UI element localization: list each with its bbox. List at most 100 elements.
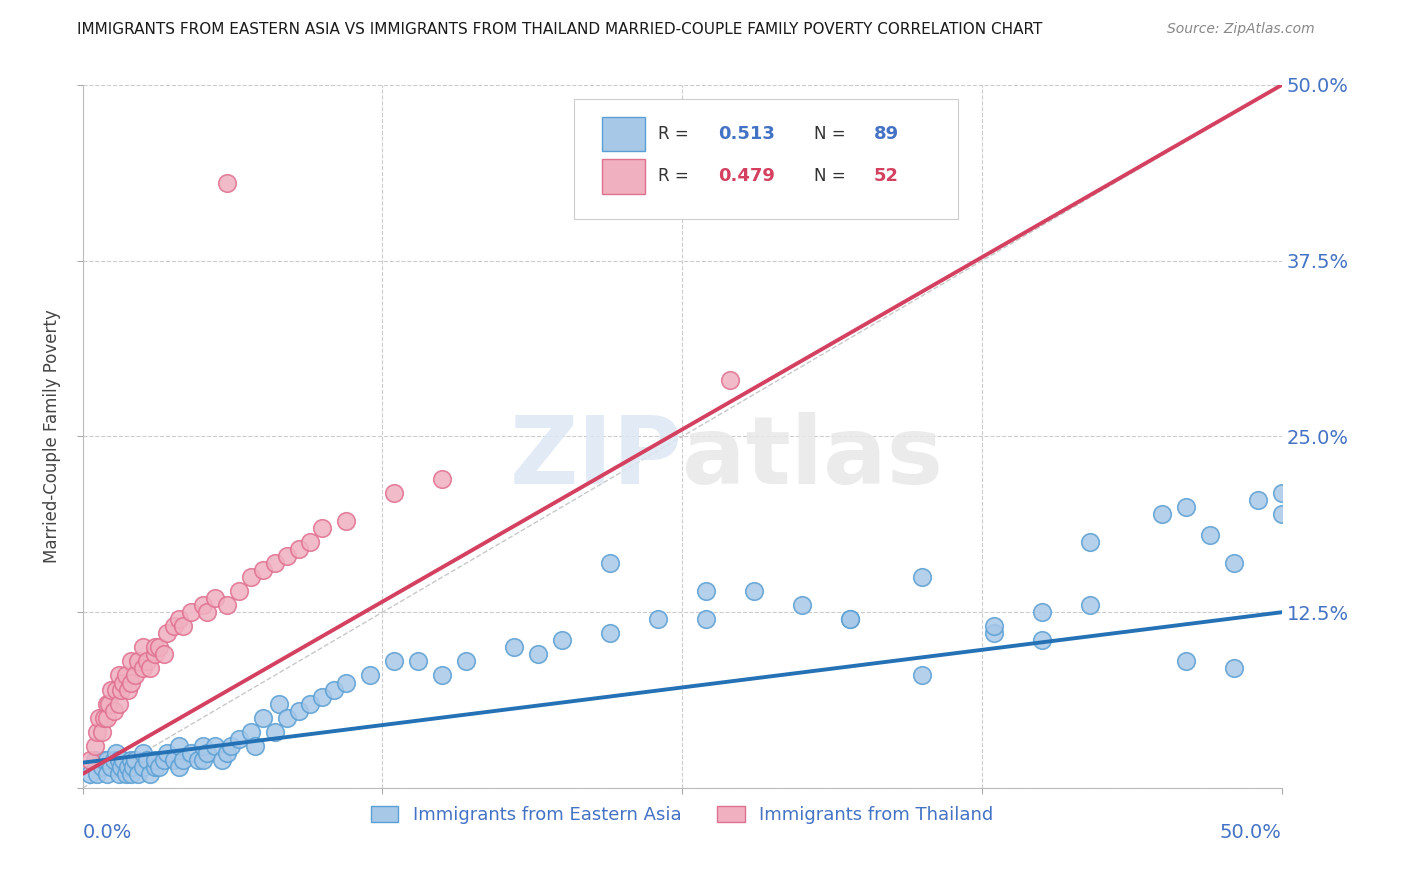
Point — [599, 556, 621, 570]
Point — [114, 668, 136, 682]
Point — [599, 626, 621, 640]
Point — [287, 541, 309, 556]
Point — [1271, 507, 1294, 521]
Point — [155, 746, 177, 760]
Point — [228, 731, 250, 746]
Point — [83, 753, 105, 767]
Point — [215, 598, 238, 612]
Point — [120, 767, 142, 781]
Point — [1031, 633, 1053, 648]
Point — [228, 584, 250, 599]
Point — [120, 675, 142, 690]
Point — [311, 690, 333, 704]
Point — [120, 655, 142, 669]
Point — [122, 760, 145, 774]
Point — [79, 753, 101, 767]
Point — [718, 373, 741, 387]
Point — [1247, 492, 1270, 507]
Point — [143, 640, 166, 655]
Text: IMMIGRANTS FROM EASTERN ASIA VS IMMIGRANTS FROM THAILAND MARRIED-COUPLE FAMILY P: IMMIGRANTS FROM EASTERN ASIA VS IMMIGRAN… — [77, 22, 1043, 37]
Point — [311, 521, 333, 535]
Point — [323, 682, 346, 697]
Point — [252, 563, 274, 577]
Text: 50.0%: 50.0% — [1220, 823, 1282, 842]
Point — [527, 648, 550, 662]
Point — [167, 612, 190, 626]
Point — [107, 767, 129, 781]
Text: N =: N = — [814, 168, 851, 186]
Point — [1199, 528, 1222, 542]
FancyBboxPatch shape — [602, 159, 645, 194]
Point — [647, 612, 669, 626]
Point — [139, 767, 162, 781]
Point — [107, 668, 129, 682]
Point — [153, 648, 176, 662]
Point — [180, 746, 202, 760]
Point — [215, 177, 238, 191]
Point — [143, 753, 166, 767]
Text: 89: 89 — [875, 125, 900, 143]
Text: N =: N = — [814, 125, 851, 143]
Text: 0.0%: 0.0% — [83, 823, 132, 842]
Point — [153, 753, 176, 767]
Point — [191, 753, 214, 767]
Text: R =: R = — [658, 125, 695, 143]
Point — [792, 598, 814, 612]
Point — [335, 514, 357, 528]
Point — [124, 668, 146, 682]
Point — [100, 760, 122, 774]
Point — [107, 697, 129, 711]
Legend: Immigrants from Eastern Asia, Immigrants from Thailand: Immigrants from Eastern Asia, Immigrants… — [364, 799, 1001, 831]
Point — [131, 746, 153, 760]
Point — [195, 746, 218, 760]
Text: atlas: atlas — [682, 411, 943, 504]
Point — [384, 485, 406, 500]
Point — [90, 760, 112, 774]
Point — [136, 655, 159, 669]
Point — [551, 633, 574, 648]
Point — [86, 767, 108, 781]
Point — [695, 612, 717, 626]
Point — [131, 640, 153, 655]
Point — [408, 655, 430, 669]
Point — [163, 753, 186, 767]
Point — [359, 668, 381, 682]
Point — [983, 619, 1005, 633]
Point — [148, 640, 170, 655]
Point — [211, 753, 233, 767]
Point — [155, 626, 177, 640]
Point — [103, 704, 125, 718]
Point — [96, 753, 118, 767]
Point — [143, 760, 166, 774]
FancyBboxPatch shape — [602, 117, 645, 152]
Point — [96, 711, 118, 725]
Point — [131, 760, 153, 774]
Point — [187, 753, 209, 767]
Point — [456, 655, 478, 669]
Point — [148, 760, 170, 774]
Point — [100, 682, 122, 697]
Point — [911, 570, 934, 584]
Point — [1223, 556, 1246, 570]
Point — [96, 697, 118, 711]
Text: Source: ZipAtlas.com: Source: ZipAtlas.com — [1167, 22, 1315, 37]
Point — [131, 661, 153, 675]
Point — [204, 591, 226, 606]
Point — [163, 619, 186, 633]
Point — [93, 753, 115, 767]
Point — [276, 549, 298, 563]
Point — [1150, 507, 1173, 521]
Point — [93, 711, 115, 725]
Point — [167, 739, 190, 753]
Point — [124, 753, 146, 767]
Point — [503, 640, 526, 655]
Point — [112, 753, 135, 767]
Point — [98, 697, 121, 711]
Point — [120, 753, 142, 767]
FancyBboxPatch shape — [574, 99, 957, 219]
Point — [112, 675, 135, 690]
Point — [287, 704, 309, 718]
Point — [239, 570, 262, 584]
Point — [139, 661, 162, 675]
Point — [172, 753, 194, 767]
